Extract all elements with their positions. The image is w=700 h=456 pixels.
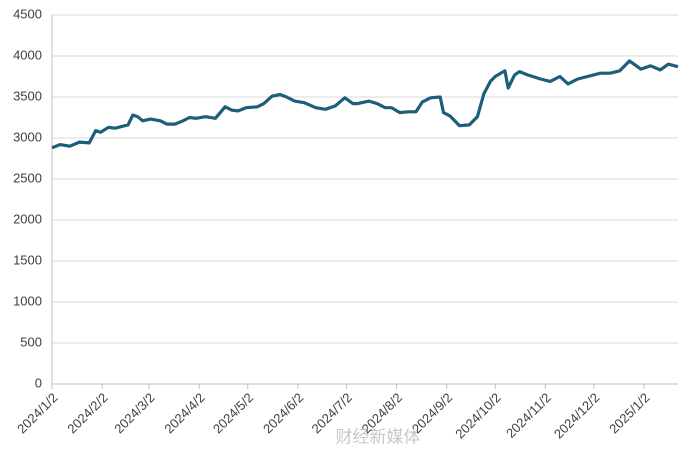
y-tick-label: 0 [35, 375, 42, 390]
y-tick-label: 4000 [13, 47, 42, 62]
y-tick-label: 500 [20, 334, 42, 349]
y-tick-label: 2500 [13, 170, 42, 185]
x-tick-label: 2024/2/2 [64, 390, 110, 436]
y-tick-label: 3500 [13, 88, 42, 103]
x-tick-label: 2024/3/2 [111, 390, 157, 436]
y-tick-label: 4500 [13, 6, 42, 21]
x-tick-label: 2024/6/2 [260, 390, 306, 436]
x-tick-label: 2024/11/2 [503, 390, 554, 441]
y-tick-label: 3000 [13, 129, 42, 144]
x-tick-label: 2024/10/2 [452, 390, 504, 442]
x-tick-label: 2024/12/2 [551, 390, 603, 442]
x-tick-label: 2024/4/2 [161, 390, 207, 436]
x-tick-label: 2025/1/2 [606, 390, 652, 436]
y-tick-label: 1000 [13, 293, 42, 308]
x-tick-label: 2024/1/2 [14, 390, 60, 436]
y-tick-label: 1500 [13, 252, 42, 267]
line [51, 59, 679, 150]
watermark: 财经新媒体 [336, 427, 421, 446]
x-tick-label: 2024/5/2 [210, 390, 256, 436]
x-tick-label: 2024/9/2 [409, 390, 455, 436]
y-tick-label: 2000 [13, 211, 42, 226]
